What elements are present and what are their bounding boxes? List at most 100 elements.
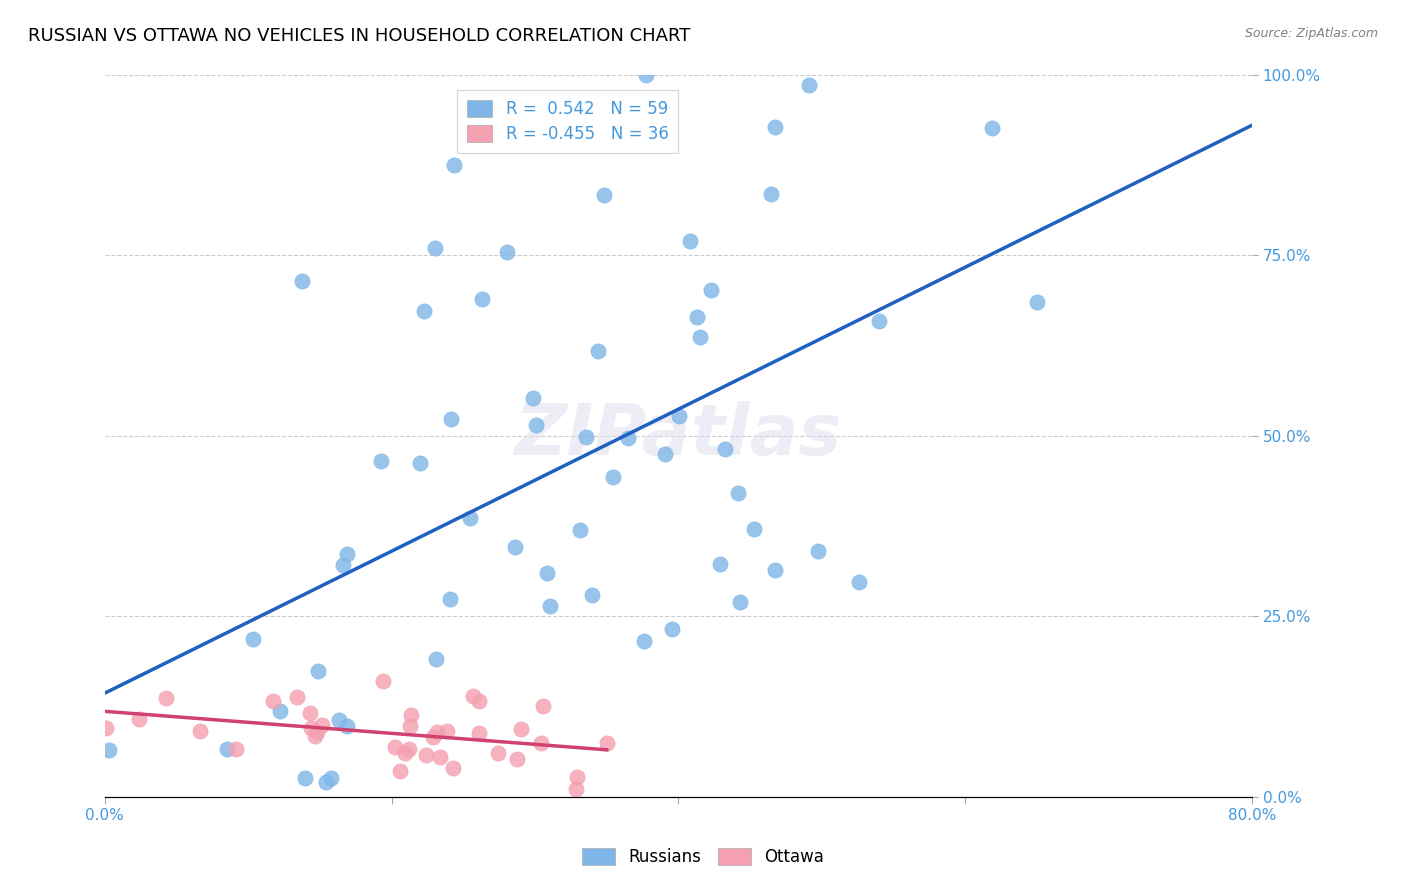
Point — [328, 713, 350, 727]
Point — [524, 417, 547, 432]
Point — [503, 540, 526, 554]
Point — [980, 120, 1002, 135]
Point — [538, 599, 561, 613]
Point — [425, 242, 447, 256]
Point — [429, 750, 451, 764]
Point — [510, 722, 533, 736]
Point — [443, 158, 465, 172]
Point — [468, 694, 491, 708]
Point — [700, 284, 723, 298]
Point — [471, 292, 494, 306]
Point — [269, 704, 291, 718]
Point — [373, 674, 395, 689]
Point — [458, 511, 481, 525]
Point — [332, 558, 354, 572]
Point — [581, 588, 603, 602]
Point — [426, 725, 449, 739]
Point — [531, 698, 554, 713]
Point — [319, 771, 342, 785]
Point — [759, 186, 782, 201]
Point — [596, 736, 619, 750]
Point — [290, 274, 312, 288]
Point — [806, 544, 828, 558]
Point — [315, 775, 337, 789]
Text: Source: ZipAtlas.com: Source: ZipAtlas.com — [1244, 27, 1378, 40]
Point — [565, 782, 588, 797]
Point — [307, 725, 329, 739]
Point — [298, 706, 321, 721]
Legend: R =  0.542   N = 59, R = -0.455   N = 36: R = 0.542 N = 59, R = -0.455 N = 36 — [457, 90, 679, 153]
Point — [262, 694, 284, 708]
Point — [242, 632, 264, 646]
Point — [686, 310, 709, 324]
Point — [441, 761, 464, 775]
Point — [727, 485, 749, 500]
Point — [536, 566, 558, 581]
Point — [799, 78, 821, 92]
Point — [575, 429, 598, 443]
Point — [415, 748, 437, 763]
Point — [439, 591, 461, 606]
Point — [399, 708, 422, 723]
Point — [422, 731, 444, 745]
Point — [425, 652, 447, 666]
Point — [398, 719, 420, 733]
Point — [468, 726, 491, 740]
Point — [742, 522, 765, 536]
Point — [98, 743, 121, 757]
Point — [388, 764, 411, 779]
Point — [409, 457, 432, 471]
Point — [461, 689, 484, 703]
Point — [709, 558, 731, 572]
Point — [336, 719, 359, 733]
Point — [285, 690, 308, 704]
Point — [617, 431, 640, 445]
Point — [155, 691, 177, 706]
Point — [868, 313, 890, 327]
Point — [436, 724, 458, 739]
Point — [294, 772, 316, 786]
Point — [522, 391, 544, 405]
Point — [633, 634, 655, 648]
Point — [394, 746, 416, 760]
Point — [304, 730, 326, 744]
Point — [592, 187, 614, 202]
Point — [565, 770, 588, 784]
Point — [398, 742, 420, 756]
Point — [586, 343, 609, 358]
Point — [311, 717, 333, 731]
Point — [765, 120, 787, 134]
Point — [299, 722, 322, 736]
Point — [440, 412, 463, 426]
Point — [370, 454, 392, 468]
Point — [307, 664, 329, 678]
Point — [848, 574, 870, 589]
Point — [413, 304, 436, 318]
Legend: Russians, Ottawa: Russians, Ottawa — [574, 840, 832, 875]
Point — [488, 746, 510, 760]
Point — [1026, 295, 1049, 310]
Point — [714, 442, 737, 457]
Point — [654, 447, 676, 461]
Point — [668, 409, 690, 424]
Point — [94, 722, 117, 736]
Point — [530, 736, 553, 750]
Point — [602, 470, 624, 484]
Point — [689, 329, 711, 343]
Point — [636, 68, 658, 82]
Point — [661, 622, 683, 636]
Point — [679, 234, 702, 248]
Point — [188, 724, 211, 739]
Point — [568, 524, 591, 538]
Point — [384, 739, 406, 754]
Point — [335, 548, 357, 562]
Text: RUSSIAN VS OTTAWA NO VEHICLES IN HOUSEHOLD CORRELATION CHART: RUSSIAN VS OTTAWA NO VEHICLES IN HOUSEHO… — [28, 27, 690, 45]
Point — [730, 595, 752, 609]
Point — [128, 712, 150, 726]
Point — [496, 244, 519, 259]
Point — [765, 563, 787, 577]
Text: ZIPatlas: ZIPatlas — [515, 401, 842, 470]
Point — [217, 742, 239, 756]
Point — [225, 742, 247, 756]
Point — [506, 752, 529, 766]
